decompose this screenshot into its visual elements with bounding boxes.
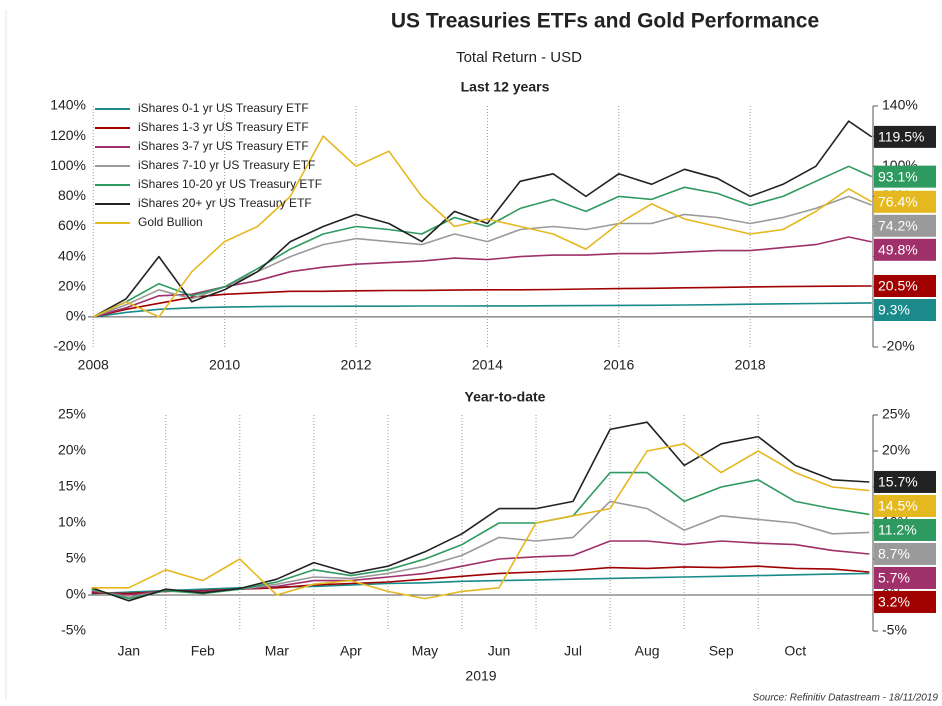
x-tick-label: May — [412, 643, 438, 659]
end-label: 15.7% — [878, 474, 918, 490]
y-tick-label: 0% — [66, 586, 86, 602]
y-tick-label: 80% — [58, 187, 86, 203]
end-label-box — [874, 190, 936, 213]
end-label-box — [874, 566, 936, 589]
y-tick-label: 140% — [50, 97, 86, 113]
end-label: 11.2% — [878, 522, 917, 538]
end-label: 3.2% — [878, 594, 910, 610]
y-tick-label: 5% — [66, 550, 86, 566]
x-tick-label: 2016 — [603, 357, 634, 373]
end-label-box — [874, 542, 936, 565]
legend-label: Gold Bullion — [138, 215, 203, 229]
x-tick-label: 2018 — [735, 357, 766, 373]
legend-label: iShares 1-3 yr US Treasury ETF — [138, 120, 309, 134]
series-line — [91, 572, 870, 595]
x-tick-label: Feb — [191, 643, 215, 659]
y2-tick-label: -20% — [882, 338, 915, 354]
series-line — [93, 285, 872, 318]
series-line — [91, 443, 870, 600]
page-title: US Treasuries ETFs and Gold Performance — [391, 10, 819, 33]
x-tick-label: Apr — [340, 643, 362, 659]
end-label: 49.8% — [878, 242, 918, 258]
series-line — [91, 421, 870, 602]
x-tick-label: Aug — [635, 643, 660, 659]
x-tick-label: Mar — [265, 643, 289, 659]
x-tick-label: Jul — [564, 643, 582, 659]
end-label: 93.1% — [878, 168, 918, 184]
y-tick-label: 20% — [58, 277, 86, 293]
series-line — [92, 120, 873, 318]
y-tick-label: 120% — [50, 127, 86, 143]
x-tick-label: 2008 — [78, 357, 109, 373]
y2-tick-label: -5% — [882, 622, 907, 638]
y2-tick-label: 25% — [882, 406, 910, 422]
y-tick-label: 0% — [66, 308, 86, 324]
legend-label: iShares 10-20 yr US Treasury ETF — [138, 177, 322, 191]
end-label: 14.5% — [878, 498, 918, 514]
x-tick-label: Jun — [488, 643, 511, 659]
y-tick-label: 20% — [58, 442, 86, 458]
series-line — [93, 302, 872, 318]
y2-tick-label: 140% — [882, 97, 918, 113]
end-label-box — [874, 238, 936, 261]
end-label-box — [874, 298, 936, 321]
y-tick-label: 60% — [58, 217, 86, 233]
legend-label: iShares 7-10 yr US Treasury ETF — [138, 158, 315, 172]
end-label-box — [874, 274, 936, 297]
y-tick-label: 25% — [58, 406, 86, 422]
legend-label: iShares 0-1 yr US Treasury ETF — [138, 101, 309, 115]
y-tick-label: 15% — [58, 478, 86, 494]
series-line — [92, 165, 873, 318]
end-label-box — [874, 518, 936, 541]
end-label: 9.3% — [878, 302, 910, 318]
y-tick-label: 10% — [58, 514, 86, 530]
x-tick-label: 2014 — [472, 357, 503, 373]
end-label-box — [874, 470, 936, 493]
x-tick-label: 2010 — [209, 357, 240, 373]
end-label: 5.7% — [878, 570, 910, 586]
end-label: 20.5% — [878, 278, 918, 294]
end-label: 8.7% — [878, 546, 910, 562]
x-tick-label: Jan — [117, 643, 140, 659]
end-label-box — [874, 165, 936, 188]
y-tick-label: -5% — [61, 622, 86, 638]
legend-label: iShares 3-7 yr US Treasury ETF — [138, 139, 309, 153]
y-tick-label: -20% — [53, 338, 86, 354]
end-label-box — [874, 214, 936, 237]
y-tick-label: 100% — [50, 157, 86, 173]
x-tick-label: Sep — [709, 643, 734, 659]
end-label: 74.2% — [878, 218, 918, 234]
y-tick-label: 40% — [58, 247, 86, 263]
x-tick-label: 2012 — [340, 357, 371, 373]
end-label-box — [874, 494, 936, 517]
y2-tick-label: 20% — [882, 442, 910, 458]
chart-title: Last 12 years — [461, 79, 550, 95]
x-tick-label: Oct — [784, 643, 806, 659]
legend-label: iShares 20+ yr US Treasury ETF — [138, 196, 312, 210]
x-axis-label: 2019 — [465, 668, 496, 684]
end-label: 76.4% — [878, 194, 918, 210]
chart-title: Year-to-date — [465, 389, 546, 405]
end-label-box — [874, 590, 936, 613]
end-label-box — [874, 125, 936, 148]
end-label: 119.5% — [878, 129, 924, 145]
source-note: Source: Refinitiv Datastream - 18/11/201… — [753, 693, 939, 704]
page-subtitle: Total Return - USD — [456, 49, 582, 66]
series-line — [92, 135, 873, 318]
